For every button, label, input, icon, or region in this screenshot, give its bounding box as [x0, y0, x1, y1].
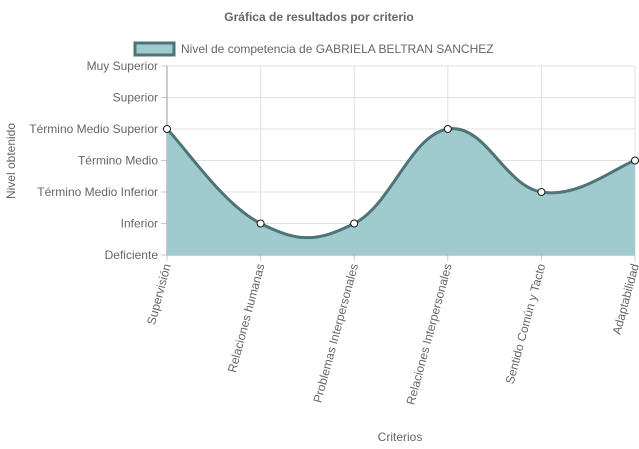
chart-title: Gráfica de resultados por criterio [224, 10, 413, 24]
y-tick-label: Término Medio Superior [29, 122, 158, 136]
y-tick-label: Término Medio [78, 154, 158, 168]
y-axis-title: Nivel obtenido [4, 123, 18, 199]
data-point[interactable] [537, 188, 546, 196]
data-point[interactable] [163, 125, 171, 133]
series-line [165, 127, 636, 240]
x-axis-ticks: Supervisión Relaciones humanas Problemas I… [144, 262, 639, 406]
x-tick-label: Problemas Interpersonales [310, 262, 361, 404]
x-tick-label: Relaciones humanas [225, 262, 268, 374]
y-tick-label: Inferior [121, 217, 158, 231]
legend[interactable]: Nivel de competencia de GABRIELA BELTRAN… [133, 41, 494, 57]
series-area-fill [167, 128, 635, 255]
y-tick-label: Muy Superior [87, 59, 158, 73]
data-point[interactable] [631, 156, 639, 165]
series-area-layer [165, 127, 636, 255]
x-tick-label: Sentido Común y Tacto [503, 262, 549, 386]
legend-swatch [133, 41, 176, 57]
x-axis-title: Criterios [378, 430, 423, 444]
legend-label: Nivel de competencia de GABRIELA BELTRAN… [181, 42, 494, 56]
x-tick-label: Supervisión [144, 262, 174, 326]
y-axis-ticks: Deficiente Inferior Término Medio Inferior… [29, 59, 158, 262]
data-point[interactable] [350, 219, 359, 228]
data-point[interactable] [256, 219, 265, 228]
x-tick-label: Relaciones Interpersonales [404, 262, 455, 406]
data-point[interactable] [443, 125, 452, 133]
y-tick-label: Término Medio Inferior [37, 185, 158, 199]
x-tick-label: Adaptabilidad [610, 262, 639, 336]
y-tick-label: Superior [113, 91, 158, 105]
y-tick-label: Deficiente [105, 248, 159, 262]
